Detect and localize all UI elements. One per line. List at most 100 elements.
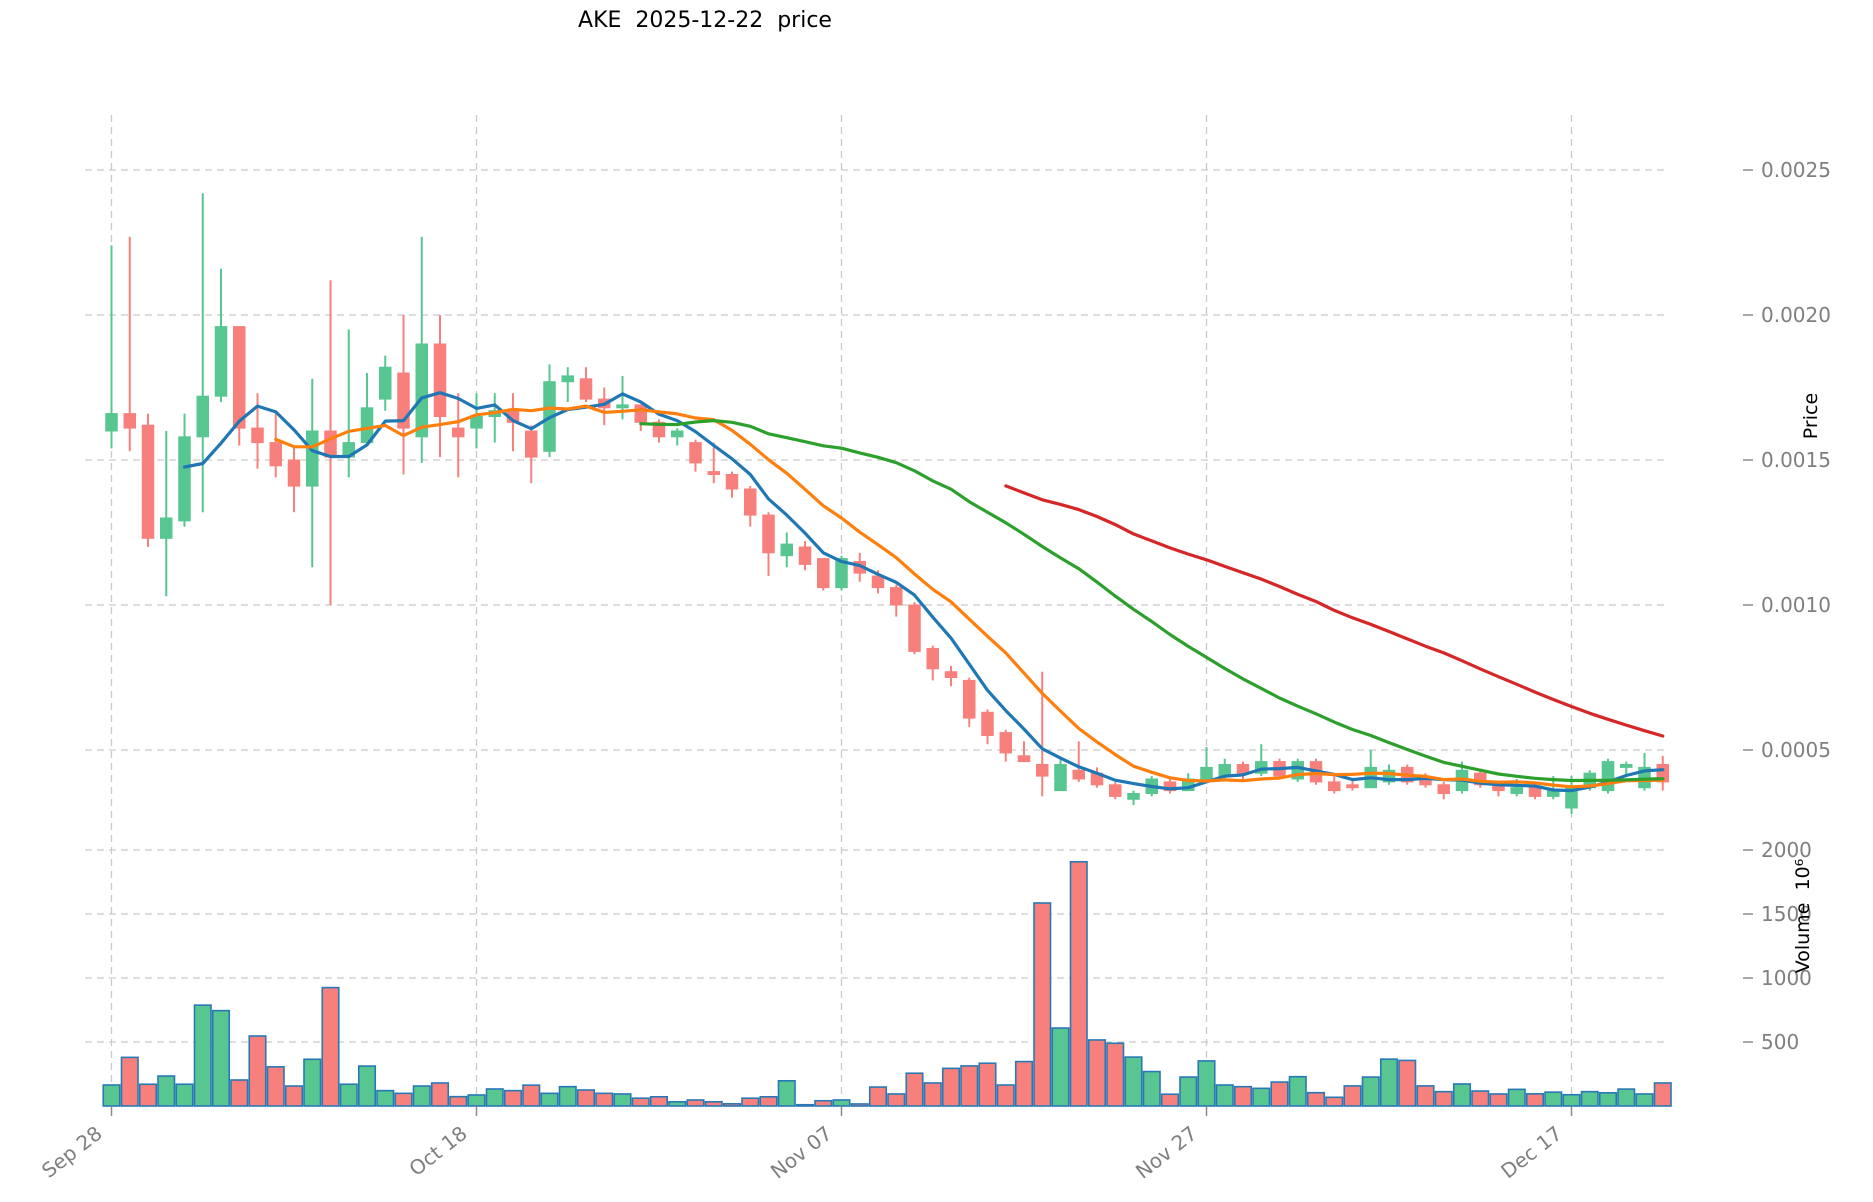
volume-bar bbox=[485, 1088, 504, 1107]
volume-bar bbox=[1434, 1090, 1453, 1107]
candle-body bbox=[1163, 781, 1177, 792]
candle-body bbox=[379, 366, 392, 400]
volume-bar bbox=[467, 1094, 486, 1107]
candle-body bbox=[817, 558, 830, 589]
candle-body bbox=[780, 543, 793, 557]
candle-body bbox=[1200, 766, 1213, 780]
volume-bar bbox=[722, 1103, 742, 1107]
x-tick-label: Dec 17 bbox=[1496, 1121, 1566, 1183]
volume-bar bbox=[1416, 1085, 1435, 1107]
volume-bar bbox=[1252, 1087, 1271, 1107]
candle-body bbox=[1236, 764, 1250, 774]
volume-bar bbox=[668, 1100, 687, 1107]
volume-bar bbox=[905, 1072, 924, 1107]
candle-body bbox=[160, 517, 173, 539]
volume-bar bbox=[412, 1085, 431, 1107]
volume-bar bbox=[1398, 1059, 1417, 1107]
volume-tick-label: 500 bbox=[1761, 1030, 1799, 1054]
candle-body bbox=[1346, 784, 1359, 789]
ma-line-ma5 bbox=[182, 391, 1665, 793]
volume-bar bbox=[741, 1097, 760, 1107]
volume-bar bbox=[430, 1082, 450, 1107]
volume-bar bbox=[1179, 1076, 1198, 1107]
volume-bar bbox=[1617, 1088, 1636, 1107]
volume-bar bbox=[613, 1093, 632, 1107]
x-tick-label: Nov 27 bbox=[1131, 1121, 1202, 1184]
volume-bar bbox=[1525, 1093, 1545, 1107]
ma-line-ma50 bbox=[1004, 484, 1665, 738]
volume-bar bbox=[1033, 902, 1052, 1107]
volume-bar bbox=[1489, 1093, 1508, 1107]
volume-bar bbox=[576, 1089, 596, 1107]
candle-body bbox=[999, 732, 1012, 754]
candle-body bbox=[1017, 755, 1031, 763]
candle-body bbox=[890, 587, 903, 606]
candle-body bbox=[689, 442, 702, 464]
price-tick-label: 0.0025 bbox=[1761, 158, 1831, 182]
candle-body bbox=[652, 421, 666, 438]
candle-body bbox=[616, 404, 629, 409]
candle-body bbox=[798, 546, 812, 565]
candle-body bbox=[433, 343, 447, 417]
candle-body bbox=[671, 430, 684, 438]
volume-bar bbox=[357, 1065, 377, 1107]
candle-body bbox=[744, 488, 757, 516]
volume-bar bbox=[339, 1083, 358, 1107]
candle-body bbox=[725, 474, 739, 490]
candle-body bbox=[1036, 764, 1049, 777]
volume-bar bbox=[1507, 1088, 1526, 1107]
candle-body bbox=[1620, 764, 1633, 768]
volume-bar bbox=[522, 1084, 541, 1107]
candle-body bbox=[1437, 784, 1450, 794]
volume-bar bbox=[1653, 1082, 1672, 1107]
volume-bar bbox=[996, 1084, 1015, 1107]
volume-bar bbox=[321, 986, 340, 1107]
candle-body bbox=[141, 424, 155, 539]
volume-bar bbox=[376, 1089, 395, 1107]
candle-body bbox=[1328, 781, 1341, 792]
volume-bar bbox=[595, 1092, 614, 1107]
volume-bar bbox=[832, 1099, 851, 1107]
candle-body bbox=[1510, 787, 1523, 795]
candle-body bbox=[1382, 769, 1396, 783]
candle-body bbox=[908, 604, 921, 652]
volume-bar bbox=[1361, 1076, 1380, 1107]
volume-bar bbox=[540, 1092, 559, 1107]
candle-body bbox=[214, 326, 228, 397]
volume-bar bbox=[394, 1092, 413, 1107]
volume-bar bbox=[1270, 1081, 1289, 1107]
volume-bar bbox=[1215, 1084, 1234, 1107]
x-tick-label: Sep 28 bbox=[37, 1121, 107, 1183]
volume-bar bbox=[1452, 1083, 1472, 1107]
volume-bar bbox=[138, 1083, 158, 1107]
x-tick-label: Oct 18 bbox=[404, 1121, 471, 1181]
volume-bar bbox=[1288, 1075, 1307, 1107]
volume-bar bbox=[1471, 1090, 1490, 1107]
volume-bar bbox=[175, 1083, 194, 1107]
volume-tick-label: 2000 bbox=[1761, 838, 1812, 862]
volume-bar bbox=[1014, 1060, 1034, 1107]
price-axis-label: Price bbox=[1800, 392, 1822, 440]
candle-body bbox=[470, 416, 483, 429]
volume-bar bbox=[704, 1100, 723, 1107]
volume-bar bbox=[941, 1067, 961, 1107]
candle-body bbox=[233, 326, 246, 429]
volume-bar bbox=[303, 1058, 322, 1107]
candle-body bbox=[963, 679, 976, 719]
candle-body bbox=[1127, 793, 1140, 800]
volume-bar bbox=[1197, 1060, 1216, 1107]
volume-bar bbox=[814, 1099, 833, 1107]
ma-line-ma10 bbox=[274, 404, 1665, 789]
volume-bar bbox=[850, 1103, 869, 1107]
candle-body bbox=[415, 343, 428, 438]
candle-body bbox=[269, 442, 282, 467]
candle-body bbox=[123, 413, 136, 429]
volume-bar bbox=[230, 1079, 249, 1107]
candle-body bbox=[579, 378, 593, 400]
volume-bar bbox=[960, 1065, 979, 1107]
candle-body bbox=[196, 395, 209, 438]
volume-bar bbox=[1106, 1042, 1125, 1107]
volume-bar bbox=[503, 1089, 523, 1107]
candle-body bbox=[561, 375, 574, 383]
